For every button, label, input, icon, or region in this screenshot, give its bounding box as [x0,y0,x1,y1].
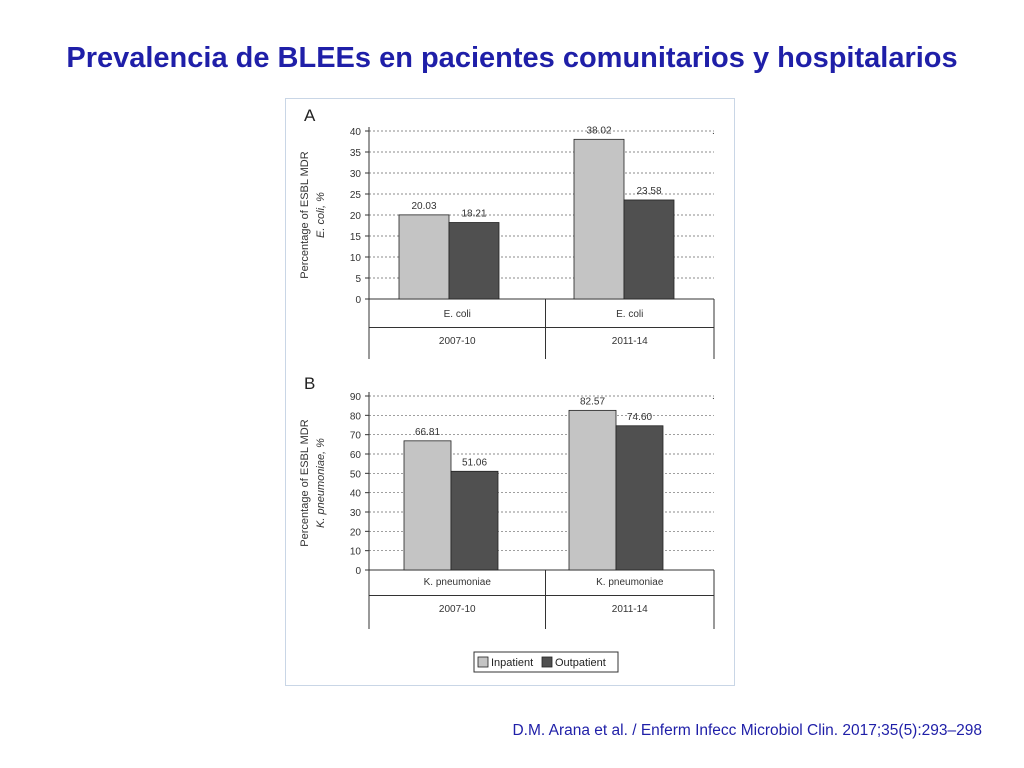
panel-b-period-label: 2011-14 [612,604,648,615]
panel-b-data-label: 74.60 [627,412,652,423]
panel-b-y-axis-title: Percentage of ESBL MDR [299,419,311,546]
panel-a-data-label: 23.58 [636,186,661,197]
panel-a-y-tick-label: 30 [350,169,362,180]
legend-label-inpatient: Inpatient [491,657,533,669]
slide-title: Prevalencia de BLEEs en pacientes comuni… [66,42,958,74]
panel-a-y-tick-label: 40 [350,127,362,138]
panel-a-y-axis-title: Percentage of ESBL MDR [299,151,311,278]
legend-swatch-inpatient [477,656,489,668]
panel-b-y-tick-label: 60 [350,450,362,461]
panel-a-y-axis-subtitle: E. coli, % [315,192,327,238]
panel-a-data-label: 20.03 [411,201,436,212]
panel-b-data-label: 51.06 [462,457,487,468]
panel-a-dot: . [712,126,715,137]
panel-b-y-tick-label: 70 [350,431,362,442]
panel-a-period-label: 2011-14 [612,336,648,347]
panel-b-y-tick-label: 90 [350,392,362,403]
panel-b-label: B [304,374,315,393]
figure-frame: A 0 5 10 15 20 25 30 35 40. Percentage of ESBL MDR… [285,98,735,686]
panel-a-category-label: E. coli [444,309,471,320]
panel-b-data-label: 82.57 [580,396,605,407]
panel-a-bar-inpatient-2007-10 [398,214,450,300]
citation: D.M. Arana et al. / Enferm Infecc Microb… [512,722,982,739]
panel-a-y-tick-label: 25 [350,190,362,201]
panel-b-y-tick-label: 50 [350,469,362,480]
panel-a-category-label: E. coli [616,309,643,320]
panel-b-y-tick-label: 0 [355,566,361,577]
panel-a-bar-outpatient-2011-14 [623,199,675,300]
panel-a-bar-outpatient-2007-10 [448,222,500,300]
panel-a-period-label: 2007-10 [439,336,476,347]
legend-swatch-outpatient [541,656,553,668]
panel-b-y-tick-label: 10 [350,547,362,558]
panel-a-y-tick-label: 15 [350,232,362,243]
panel-b-bar-inpatient-2007-10 [403,440,452,571]
panel-b-y-tick-label: 40 [350,489,362,500]
panel-b-data-label: 66.81 [415,427,440,438]
panel-a-data-label: 18.21 [461,209,486,220]
panel-b-period-label: 2007-10 [439,604,476,615]
chart-figure: A 0 5 10 15 20 25 30 35 40 . Percentage of ESBL MDR… [299,106,715,673]
panel-b-bar-outpatient-2011-14 [615,425,664,571]
panel-b-y-tick-label: 80 [350,411,362,422]
panel-b-y-tick-label: 20 [350,527,362,538]
panel-a-y-tick-label: 0 [355,295,361,306]
panel-b-category-label: K. pneumoniae [424,577,492,588]
panel-a-label: A [304,106,316,125]
panel-b-dot: . [712,391,715,402]
panel-a-data-label: 38.02 [586,125,611,136]
panel-b-bar-inpatient-2011-14 [568,409,617,571]
panel-a-bar-inpatient-2011-14 [573,138,625,300]
panel-b-y-axis-subtitle: K. pneumoniae, % [315,438,327,528]
legend-label-outpatient: Outpatient [555,657,606,669]
panel-a-y-tick-label: 10 [350,253,362,264]
panel-b-category-label: K. pneumoniae [596,577,664,588]
panel-b-bar-outpatient-2007-10 [450,470,499,571]
panel-a-y-tick-label: 5 [355,274,361,285]
panel-a-y-tick-label: 20 [350,211,362,222]
panel-a-y-tick-label: 35 [350,148,362,159]
panel-b-y-tick-label: 30 [350,508,362,519]
